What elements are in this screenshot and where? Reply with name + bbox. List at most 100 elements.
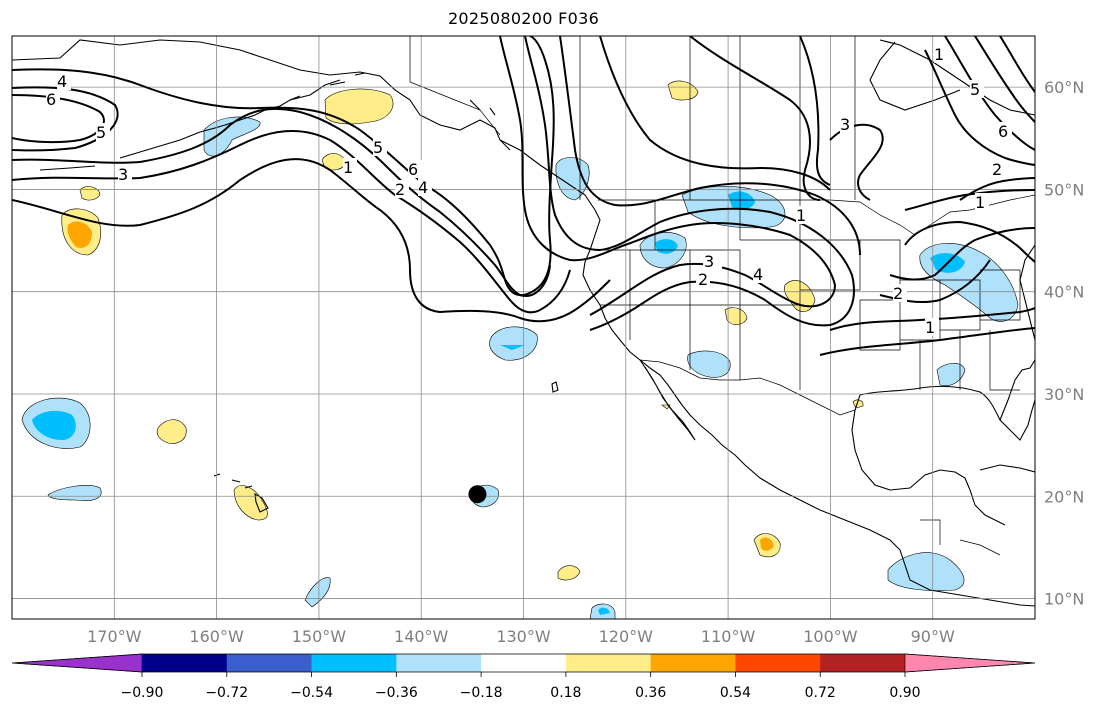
- lon-label: 100°W: [803, 627, 858, 646]
- shade-baja: [661, 404, 671, 410]
- contour-ne-3: [944, 36, 1035, 151]
- contour-label: 6: [46, 90, 56, 109]
- colorbar-tick-label: −0.90: [121, 685, 164, 701]
- contour-label: 5: [970, 80, 980, 99]
- coast-alaska-islands: [39, 165, 96, 171]
- contour-label: 1: [796, 206, 806, 225]
- longitude-labels: 170°W 160°W 150°W 140°W 130°W 120°W 110°W 100°W…: [87, 627, 955, 646]
- contour-1-east: [829, 123, 884, 201]
- colorbar-tick-label: 0.54: [720, 685, 751, 701]
- coast-florida: [999, 359, 1035, 421]
- lon-label: 110°W: [701, 627, 756, 646]
- lon-label: 160°W: [189, 627, 244, 646]
- colorbar-tick-label: 0.18: [550, 685, 581, 701]
- lon-label: 90°W: [911, 627, 955, 646]
- coast-baja: [639, 359, 696, 441]
- colorbar-ticks: −0.90 −0.72 −0.54 −0.36 −0.18 0.18 0.36 0.54 0.7…: [121, 672, 921, 701]
- contour-east-2: [889, 227, 1035, 281]
- contour-ne-6: [924, 49, 1035, 166]
- lon-label: 150°W: [292, 627, 347, 646]
- coast-alaska: [12, 39, 511, 151]
- shade-central-pacific: [156, 419, 187, 444]
- shade-arizona: [687, 350, 731, 378]
- contour-ridge-4: [599, 36, 831, 191]
- lon-label: 120°W: [599, 627, 654, 646]
- coast-hudson: [879, 39, 1035, 116]
- storm-center-marker: [468, 485, 487, 504]
- lon-label: 140°W: [394, 627, 449, 646]
- shade-south-pacific: [304, 577, 331, 608]
- lon-label: 170°W: [87, 627, 142, 646]
- contour-label: 2: [893, 284, 903, 303]
- coast-aleutians: [119, 95, 301, 159]
- contour-1-west: [12, 158, 611, 323]
- contour-label: 3: [840, 115, 850, 134]
- shade-gulf: [936, 362, 966, 387]
- border-state-1: [600, 200, 1021, 391]
- shade-hawaii-west: [47, 485, 102, 501]
- colorbar-tick-label: −0.54: [290, 685, 333, 701]
- coast-hudson-2: [869, 41, 961, 111]
- coast-bc: [499, 139, 1035, 607]
- contour-ne-1: [904, 189, 1035, 211]
- colorbar-segment: [311, 654, 397, 672]
- coast-island: [551, 381, 559, 393]
- contour-ridge-3: [559, 36, 861, 256]
- contour-label: 3: [118, 165, 128, 184]
- contour-label: 1: [343, 158, 353, 177]
- shade-california-offshore: [489, 326, 538, 361]
- colorbar-tick-label: −0.18: [460, 685, 503, 701]
- contour-ne-5: [999, 36, 1035, 93]
- contour-label: 4: [753, 265, 763, 284]
- coast-islands-pacific: [329, 72, 496, 116]
- contour-ridge-1: [499, 36, 837, 316]
- contour-ridge-5: [689, 36, 821, 201]
- colorbar-tick-label: 0.72: [805, 685, 836, 701]
- shade-alaska-interior: [667, 80, 699, 101]
- contour-label: 1: [925, 318, 935, 337]
- coastlines: [12, 39, 1035, 607]
- contour-label: 2: [395, 180, 405, 199]
- colorbar-segments: [11, 653, 1036, 673]
- lon-label: 130°W: [496, 627, 551, 646]
- contour-ridge-2: [524, 36, 855, 331]
- contour-label: 6: [998, 122, 1008, 141]
- map-frame: [11, 35, 1036, 620]
- lat-label: 60°N: [1044, 78, 1084, 97]
- border-alaska-canada: [409, 36, 501, 136]
- contour-2-west: [12, 129, 571, 314]
- coast-alaska-peninsula: [289, 79, 341, 101]
- contour-label: 5: [96, 123, 106, 142]
- lat-label: 40°N: [1044, 283, 1084, 302]
- contour-label: 5: [373, 138, 383, 157]
- colorbar-segment: [820, 654, 906, 672]
- border-canada-provinces: [579, 36, 856, 200]
- border-central-america: [920, 519, 1001, 556]
- border-us-mexico: [639, 359, 856, 416]
- shade-mexico-offshore-2: [557, 565, 581, 581]
- shade-new-mexico: [724, 307, 748, 325]
- shade-west-pacific-2: [79, 186, 101, 201]
- colorbar-segment: [565, 654, 652, 672]
- contour-ne-2: [959, 177, 1035, 201]
- shade-hawaii: [233, 485, 268, 521]
- latitude-labels: 60°N 50°N 40°N 30°N 20°N 10°N: [1044, 78, 1084, 608]
- shade-central-america: [887, 552, 965, 591]
- coast-cuba: [979, 464, 1035, 473]
- colorbar-segment: [396, 654, 482, 672]
- contour-south-2: [829, 307, 1035, 331]
- colorbar-segment: [735, 654, 821, 672]
- political-borders: [409, 36, 1035, 556]
- coast-gulf-of-mexico: [859, 385, 1035, 441]
- contour-east-3: [904, 220, 1035, 263]
- shade-gulf-coast: [852, 399, 864, 409]
- colorbar-tick-label: 0.36: [635, 685, 666, 701]
- contour-label: 4: [418, 178, 428, 197]
- contour-label: 2: [992, 160, 1002, 179]
- contour-label: 4: [57, 72, 67, 91]
- contour-ridge-6: [799, 36, 831, 186]
- colorbar-tick-label: −0.36: [375, 685, 418, 701]
- colorbar-segment: [142, 654, 228, 672]
- contour-label: 2: [698, 270, 708, 289]
